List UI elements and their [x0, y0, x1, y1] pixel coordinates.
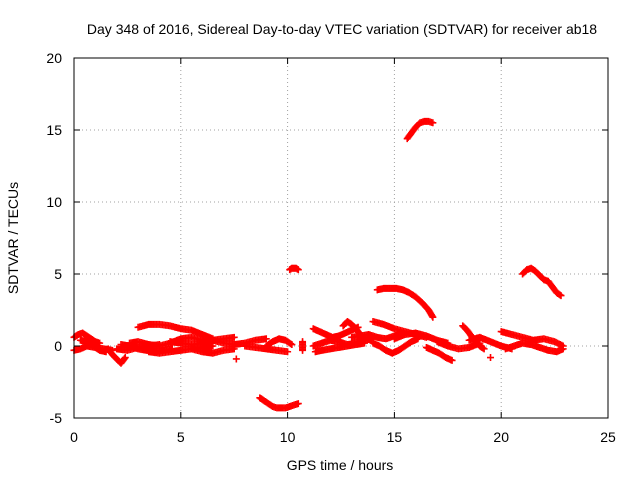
data-point [284, 348, 292, 356]
data-points [70, 117, 567, 412]
x-axis-label: GPS time / hours [287, 457, 394, 473]
data-point [487, 354, 495, 362]
y-tick-label: 5 [54, 266, 62, 282]
data-point [262, 335, 270, 343]
x-tick-label: 0 [70, 429, 78, 445]
x-tick-label: 10 [280, 429, 296, 445]
data-point [557, 292, 565, 300]
y-tick-label: 10 [46, 194, 62, 210]
data-point [448, 356, 456, 364]
y-tick-label: 0 [54, 338, 62, 354]
x-tick-label: 25 [600, 429, 616, 445]
y-axis-label: SDTVAR / TECUs [5, 182, 21, 294]
data-point [429, 313, 437, 321]
axis-ticks: 0 5 10 15 20 25 -5 0 5 10 15 20 [46, 50, 616, 445]
data-point [480, 345, 488, 353]
y-tick-label: -5 [50, 410, 63, 426]
y-tick-label: 15 [46, 122, 62, 138]
x-tick-label: 20 [493, 429, 509, 445]
data-point [429, 119, 437, 127]
data-point [299, 346, 307, 354]
data-point [120, 355, 128, 363]
data-point [287, 340, 295, 348]
data-point [121, 354, 129, 362]
series-sdtvar [70, 117, 567, 412]
data-point [559, 345, 567, 353]
data-point [232, 355, 240, 363]
data-point [230, 333, 238, 341]
x-tick-label: 15 [387, 429, 403, 445]
y-tick-label: 20 [46, 50, 62, 66]
chart-title: Day 348 of 2016, Sidereal Day-to-day VTE… [87, 21, 597, 37]
data-point [294, 400, 302, 408]
plot-frame [73, 57, 609, 419]
data-point [288, 341, 296, 349]
x-tick-label: 5 [177, 429, 185, 445]
data-point [294, 266, 302, 274]
